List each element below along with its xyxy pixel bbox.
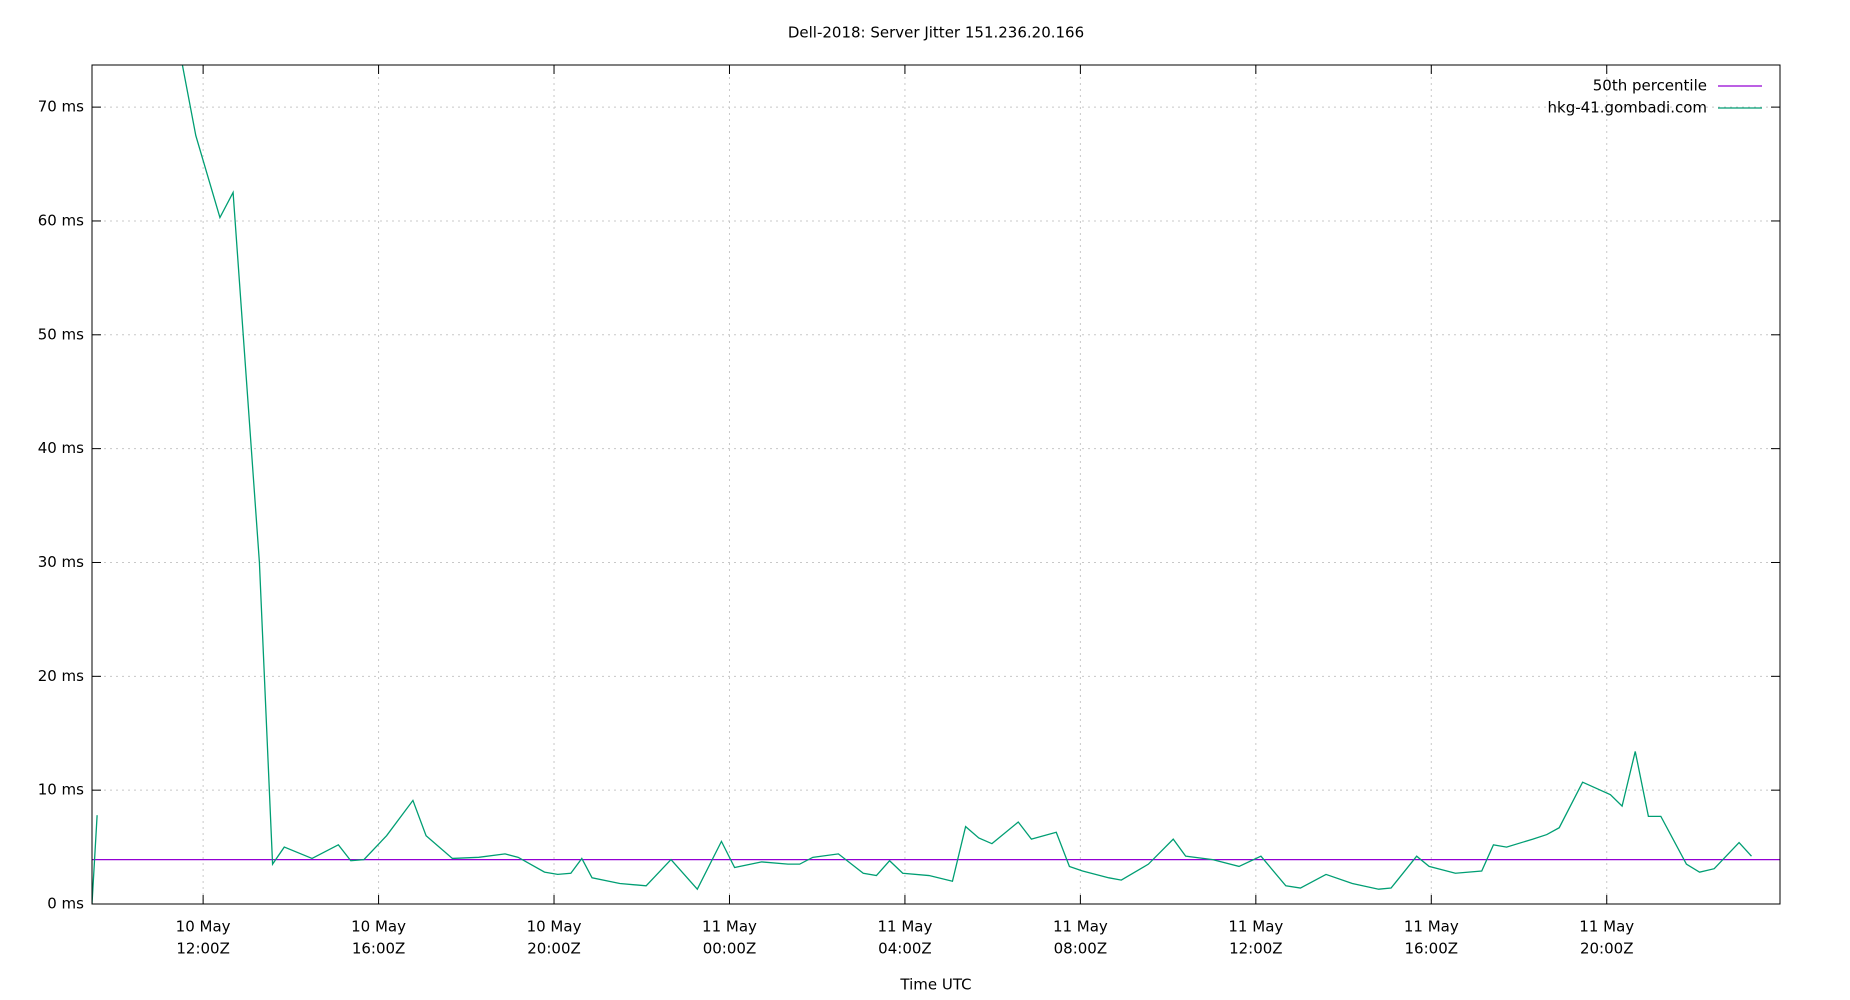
x-tick-label: 11 May — [877, 918, 932, 936]
x-tick-label: 10 May — [176, 918, 231, 936]
y-tick-label: 70 ms — [38, 98, 84, 116]
x-tick-label: 04:00Z — [878, 940, 932, 958]
y-tick-label: 60 ms — [38, 211, 84, 229]
x-tick-label: 11 May — [1404, 918, 1459, 936]
x-tick-label: 20:00Z — [527, 940, 581, 958]
series-line — [92, 65, 1752, 904]
y-tick-label: 20 ms — [38, 667, 84, 685]
x-tick-label: 16:00Z — [1405, 940, 1459, 958]
x-tick-label: 11 May — [702, 918, 757, 936]
y-tick-label: 10 ms — [38, 781, 84, 799]
x-axis-label: Time UTC — [899, 976, 971, 994]
y-tick-label: 40 ms — [38, 439, 84, 457]
plot-border — [91, 64, 1781, 905]
plot-area — [92, 65, 1780, 904]
x-tick-label: 08:00Z — [1054, 940, 1108, 958]
y-tick-label: 50 ms — [38, 325, 84, 343]
x-tick-label: 10 May — [351, 918, 406, 936]
x-tick-label: 00:00Z — [703, 940, 757, 958]
y-tick-label: 0 ms — [47, 895, 84, 913]
x-tick-label: 16:00Z — [352, 940, 406, 958]
x-tick-label: 11 May — [1053, 918, 1108, 936]
x-tick-label: 20:00Z — [1580, 940, 1634, 958]
legend-label: hkg-41.gombadi.com — [1548, 99, 1708, 117]
x-tick-label: 10 May — [527, 918, 582, 936]
x-tick-label: 12:00Z — [176, 940, 230, 958]
y-tick-label: 30 ms — [38, 553, 84, 571]
x-tick-label: 12:00Z — [1229, 940, 1283, 958]
legend-label: 50th percentile — [1593, 77, 1707, 95]
chart-title: Dell-2018: Server Jitter 151.236.20.166 — [788, 24, 1084, 42]
x-tick-label: 11 May — [1228, 918, 1283, 936]
x-tick-label: 11 May — [1579, 918, 1634, 936]
